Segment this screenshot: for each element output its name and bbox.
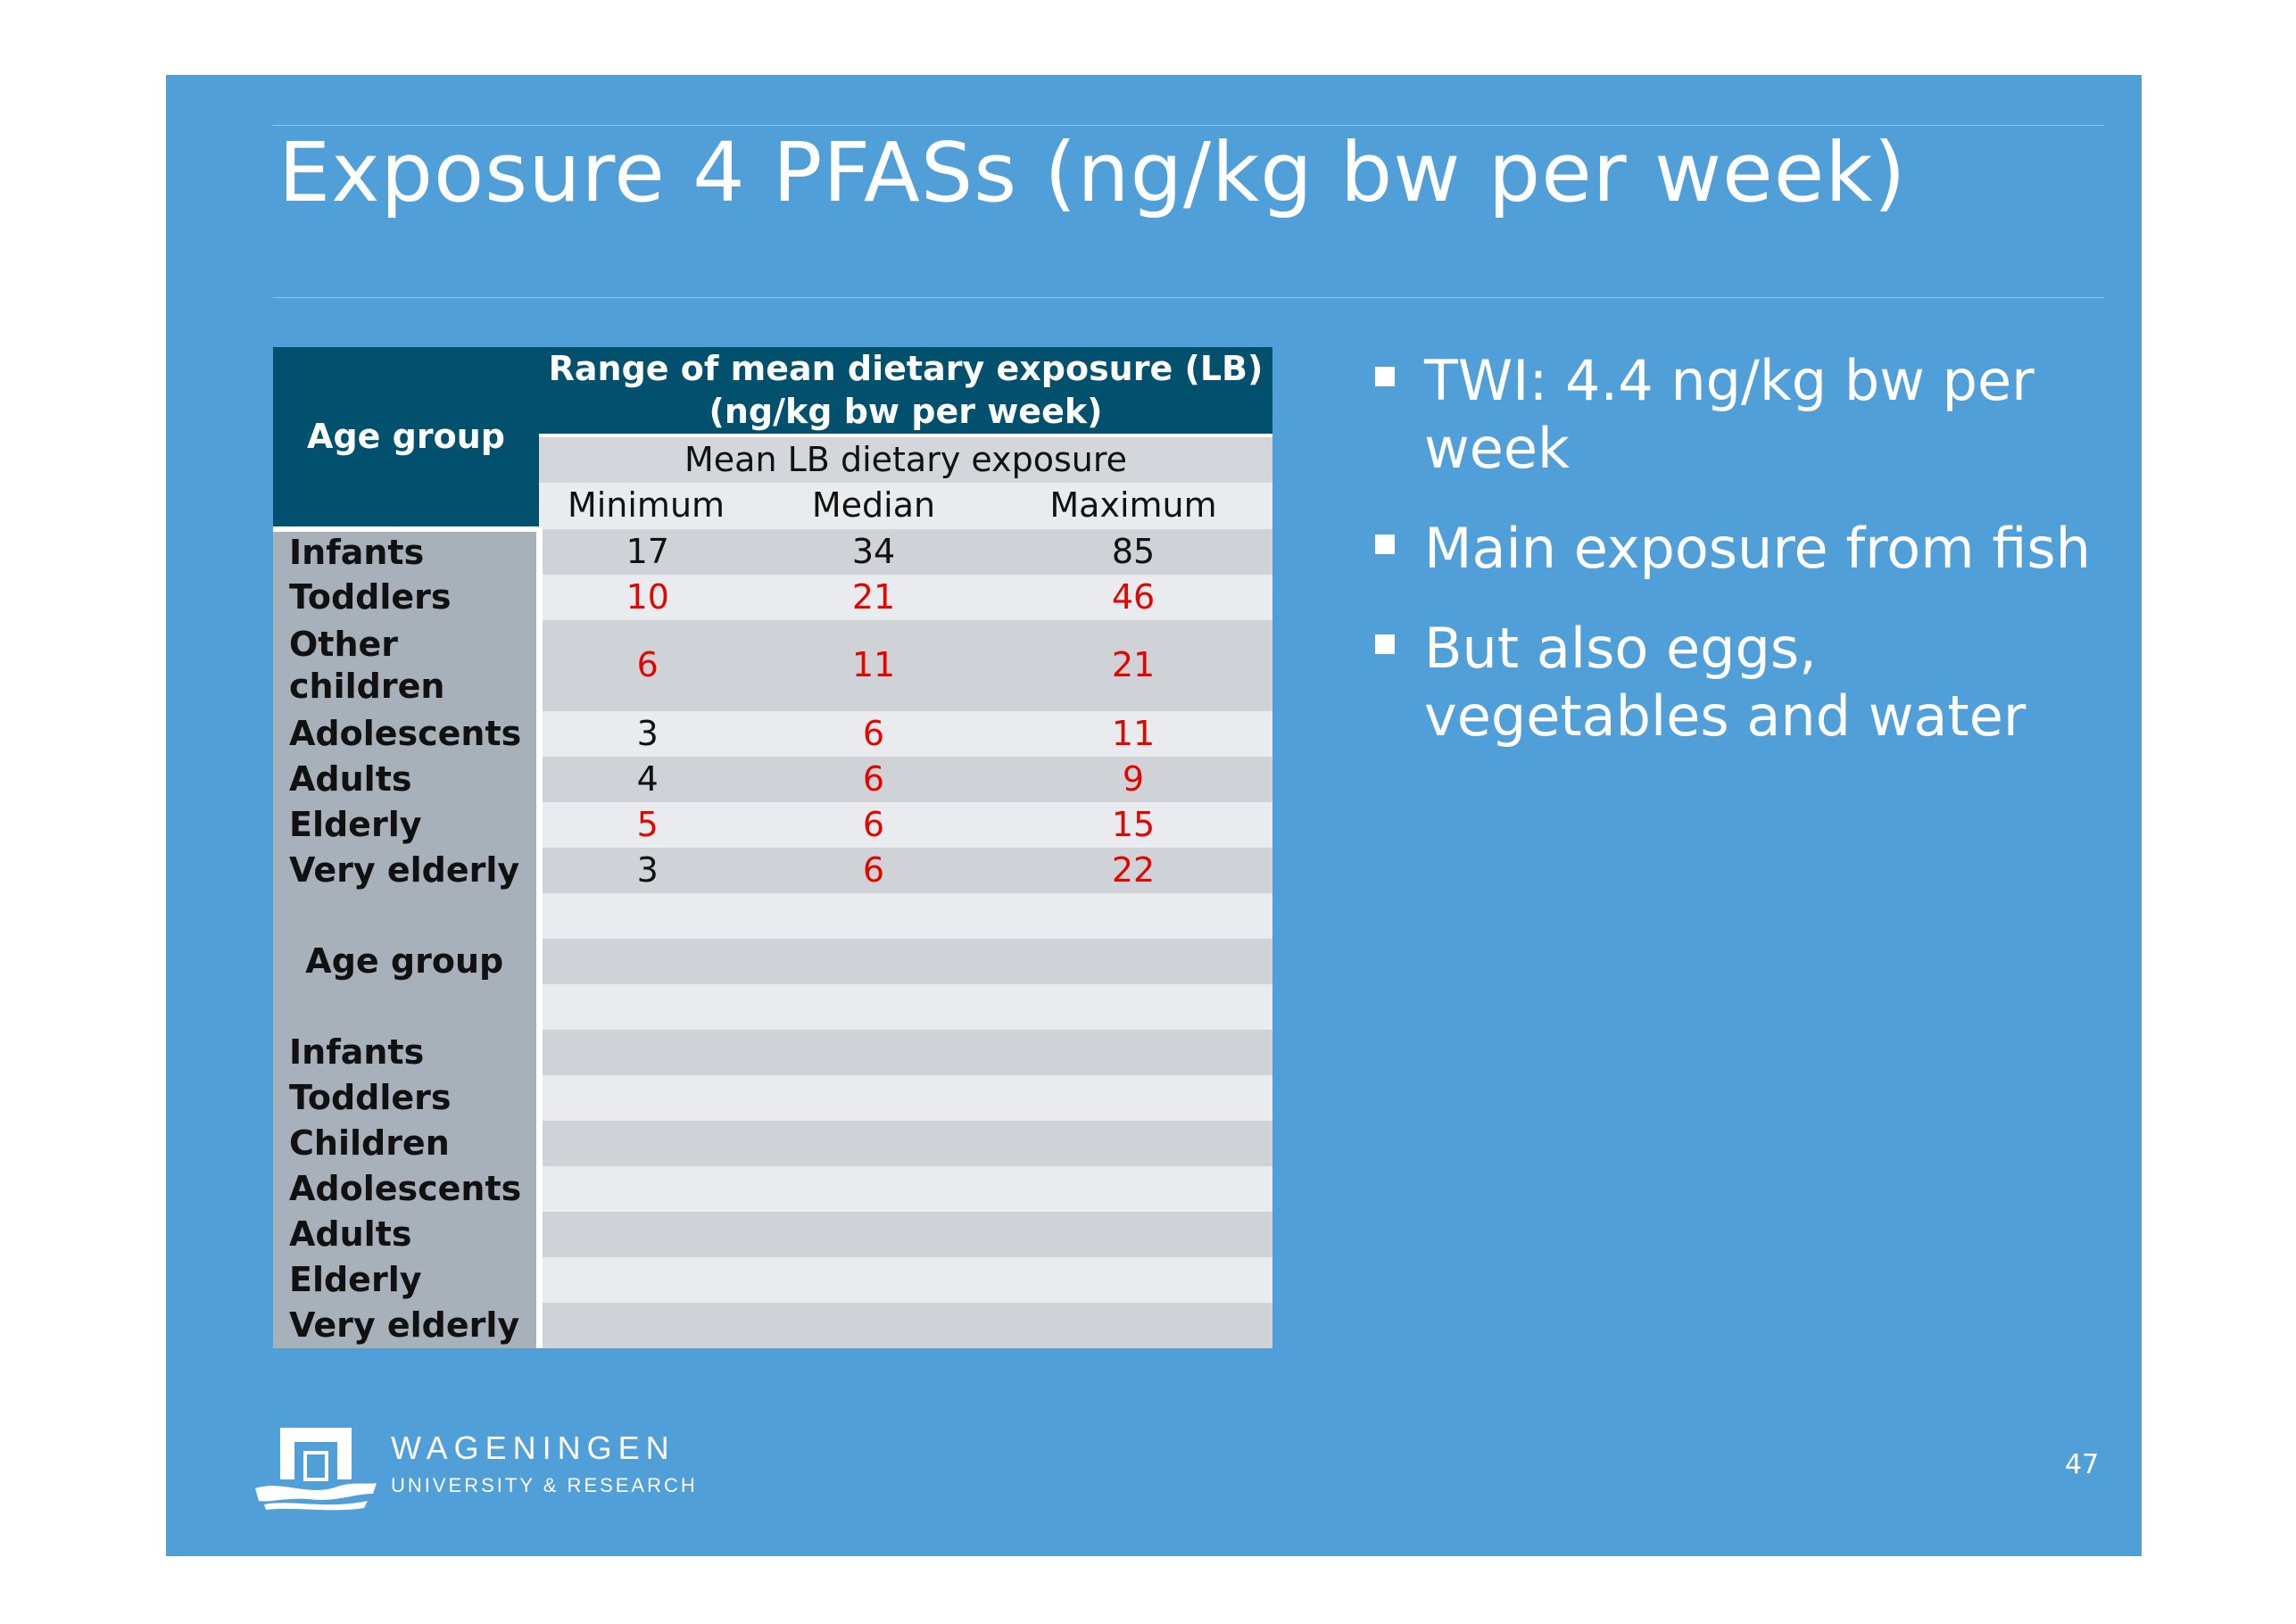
table-row: Elderly xyxy=(273,1257,1273,1303)
table-row: Toddlers xyxy=(273,1075,1273,1121)
value-maximum: 11 xyxy=(994,711,1273,757)
age-label: Elderly xyxy=(273,1257,543,1303)
age-label: Toddlers xyxy=(273,575,543,620)
table-row: Adolescents 3 6 11 xyxy=(273,711,1273,757)
age-label: Adults xyxy=(273,757,543,802)
age-label: Adolescents xyxy=(273,711,543,757)
bullet-list: TWI: 4.4 ng/kg bw per week Main exposure… xyxy=(1375,347,2107,783)
range-header: Range of mean dietary exposure (LB) (ng/… xyxy=(539,347,1273,438)
value-median: 6 xyxy=(753,711,994,757)
table-row: Adolescents xyxy=(273,1166,1273,1212)
value-median: 6 xyxy=(753,802,994,848)
age-label: Infants xyxy=(273,529,543,575)
value-maximum: 85 xyxy=(994,529,1273,575)
value-median: 11 xyxy=(753,620,994,711)
value-median: 34 xyxy=(753,529,994,575)
bullet-text: Main exposure from fish xyxy=(1424,516,2091,581)
age-label: Other children xyxy=(273,620,543,711)
age-label: Adults xyxy=(273,1212,543,1257)
age-label: Infants xyxy=(273,1030,543,1075)
bullet-item: Main exposure from fish xyxy=(1375,515,2107,583)
table-row: Age group xyxy=(273,893,1273,1030)
table-row xyxy=(273,939,1273,984)
table-row: Infants 17 34 85 xyxy=(273,529,1273,575)
age-label: Adolescents xyxy=(273,1166,543,1212)
column-header-median: Median xyxy=(753,482,994,529)
square-bullet-icon xyxy=(1375,534,1395,554)
range-header-line2: (ng/kg bw per week) xyxy=(709,391,1103,431)
empty-cell xyxy=(539,984,1273,1030)
value-minimum: 4 xyxy=(539,757,753,802)
empty-cell xyxy=(539,1121,1273,1166)
table-row: Other children 6 11 21 xyxy=(273,620,1273,711)
age-label: Very elderly xyxy=(273,1303,543,1348)
value-median: 6 xyxy=(753,757,994,802)
table-row: Adults xyxy=(273,1212,1273,1257)
value-minimum: 5 xyxy=(539,802,753,848)
bullet-text: But also eggs, vegetables and water xyxy=(1424,616,2027,749)
value-maximum: 46 xyxy=(994,575,1273,620)
table-row: Adults 4 6 9 xyxy=(273,757,1273,802)
value-maximum: 21 xyxy=(994,620,1273,711)
logo-name: WAGENINGEN xyxy=(391,1429,676,1466)
table-row: Toddlers 10 21 46 xyxy=(273,575,1273,620)
table-row: Infants xyxy=(273,1030,1273,1075)
empty-cell xyxy=(539,893,1273,939)
empty-cell xyxy=(539,1030,1273,1075)
wageningen-logo: WAGENINGEN UNIVERSITY & RESEARCH xyxy=(255,1422,719,1512)
title-top-rule xyxy=(273,125,2104,126)
slide-title: Exposure 4 PFASs (ng/kg bw per week) xyxy=(278,125,1907,220)
value-maximum: 9 xyxy=(994,757,1273,802)
bullet-item: TWI: 4.4 ng/kg bw per week xyxy=(1375,347,2107,483)
age-label-line1: Other xyxy=(289,624,399,664)
value-median: 6 xyxy=(753,848,994,893)
bullet-text: TWI: 4.4 ng/kg bw per week xyxy=(1424,348,2035,481)
empty-cell xyxy=(539,1075,1273,1121)
age-group-header: Age group xyxy=(273,347,539,532)
empty-cell xyxy=(539,1257,1273,1303)
value-median: 21 xyxy=(753,575,994,620)
value-minimum: 10 xyxy=(539,575,753,620)
logo-subtitle: UNIVERSITY & RESEARCH xyxy=(391,1474,698,1496)
table-row: Children xyxy=(273,1121,1273,1166)
square-bullet-icon xyxy=(1375,367,1395,386)
value-maximum: 22 xyxy=(994,848,1273,893)
empty-cell xyxy=(539,1212,1273,1257)
table-row xyxy=(273,984,1273,1030)
bullet-item: But also eggs, vegetables and water xyxy=(1375,615,2107,750)
table-row: Elderly 5 6 15 xyxy=(273,802,1273,848)
empty-cell xyxy=(539,1303,1273,1348)
value-minimum: 3 xyxy=(539,848,753,893)
column-header-maximum: Maximum xyxy=(994,482,1273,529)
value-minimum: 17 xyxy=(539,529,753,575)
exposure-table: Age group Range of mean dietary exposure… xyxy=(273,347,1273,1348)
logo-gate-icon xyxy=(255,1428,377,1511)
mean-lb-subheader: Mean LB dietary exposure xyxy=(539,435,1273,483)
title-bottom-rule xyxy=(273,297,2104,298)
second-age-group-header: Age group xyxy=(273,893,543,1030)
age-label: Very elderly xyxy=(273,848,543,893)
slide: Exposure 4 PFASs (ng/kg bw per week) Age… xyxy=(166,75,2142,1556)
value-maximum: 15 xyxy=(994,802,1273,848)
age-label-line2: children xyxy=(289,667,445,706)
column-header-minimum: Minimum xyxy=(539,482,753,529)
value-minimum: 6 xyxy=(539,620,753,711)
age-label: Toddlers xyxy=(273,1075,543,1121)
range-header-line1: Range of mean dietary exposure (LB) xyxy=(548,349,1264,389)
table-row: Very elderly xyxy=(273,1303,1273,1348)
table-row: Very elderly 3 6 22 xyxy=(273,848,1273,893)
page-number: 47 xyxy=(2065,1449,2100,1480)
value-minimum: 3 xyxy=(539,711,753,757)
square-bullet-icon xyxy=(1375,634,1395,654)
age-label: Elderly xyxy=(273,802,543,848)
empty-cell xyxy=(539,939,1273,984)
age-label: Children xyxy=(273,1121,543,1166)
empty-cell xyxy=(539,1166,1273,1212)
